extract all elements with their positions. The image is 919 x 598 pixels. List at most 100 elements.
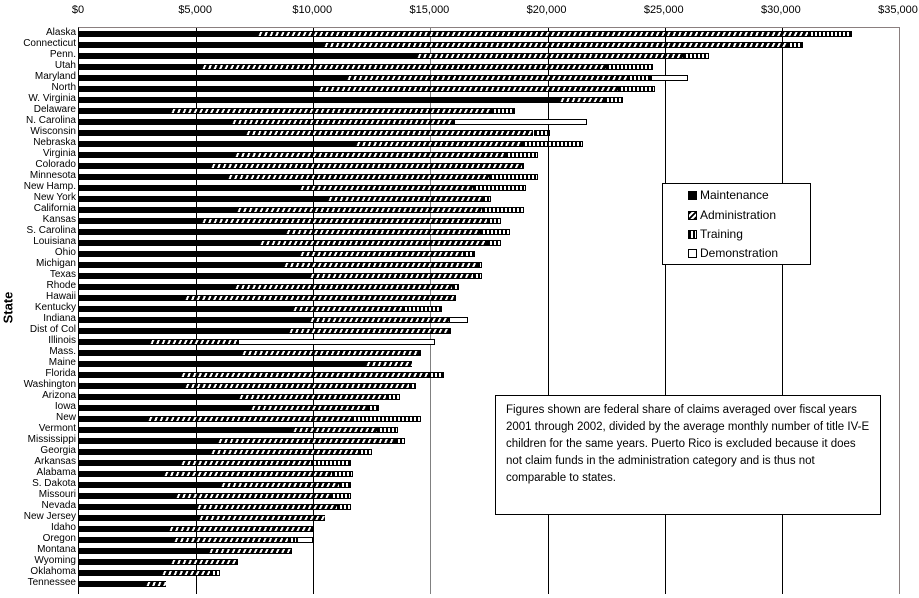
state-label: North (51, 82, 76, 93)
bar-segment-administration (285, 229, 480, 235)
bar-segment-maintenance (79, 163, 211, 169)
bar-segment-administration (299, 185, 473, 191)
state-label: Oklahoma (30, 566, 76, 577)
state-label: Montana (37, 544, 76, 555)
bar-segment-administration (200, 64, 607, 70)
bar-segment-training (533, 130, 550, 136)
x-tick-label: $10,000 (292, 4, 333, 16)
state-label: Colorado (35, 159, 76, 170)
bar-segment-administration (245, 130, 534, 136)
bar-segment-training (491, 108, 515, 114)
bar-segment-training (339, 482, 351, 488)
maintenance-swatch-icon (688, 190, 697, 200)
x-tick-label: $30,000 (760, 4, 801, 16)
bar-segment-maintenance (79, 504, 197, 510)
bar-segment-maintenance (79, 251, 300, 257)
bar-segment-maintenance (79, 339, 150, 345)
bar-segment-maintenance (79, 394, 239, 400)
legend: Maintenance Administration Training Demo… (662, 183, 811, 265)
chart-note: Figures shown are federal share of claim… (495, 395, 881, 515)
bar-segment-maintenance (79, 570, 161, 576)
bar-segment-training (350, 416, 422, 422)
bar-segment-administration (327, 196, 482, 202)
bar-segment-administration (238, 394, 386, 400)
bar-segment-maintenance (79, 185, 300, 191)
bar-segment-maintenance (79, 460, 180, 466)
bar-segment-demonstration (449, 317, 468, 323)
bar-segment-training (287, 537, 297, 543)
bar-segment-administration (235, 207, 482, 213)
bar-segment-maintenance (79, 515, 199, 521)
bar-segment-training (486, 240, 501, 246)
state-label: Iowa (54, 401, 76, 412)
bar-segment-training (521, 141, 583, 147)
state-label: Alaska (45, 27, 76, 38)
bar-segment-administration (200, 218, 487, 224)
bar-segment-demonstration (453, 119, 588, 125)
state-label: Rhode (46, 280, 76, 291)
bar-segment-administration (196, 504, 337, 510)
bar-segment-training (463, 251, 475, 257)
bar-segment-training (329, 493, 351, 499)
state-label: N. Carolina (25, 115, 76, 126)
bar-segment-administration (210, 163, 522, 169)
bar-segment-training (367, 405, 379, 411)
bar-segment-administration (308, 317, 450, 323)
bar-segment-maintenance (79, 438, 218, 444)
bar-segment-administration (317, 86, 618, 92)
bar-segment-administration (175, 493, 330, 499)
bar-segment-maintenance (79, 427, 293, 433)
bar-segment-administration (233, 152, 506, 158)
bar-segment-maintenance (79, 97, 560, 103)
bar-segment-administration (299, 251, 464, 257)
bar-segment-demonstration (238, 339, 436, 345)
state-label: New (55, 412, 76, 423)
state-label: Idaho (50, 522, 76, 533)
state-label: Connecticut (23, 38, 76, 49)
state-label: Florida (45, 368, 76, 379)
bar-segment-training (451, 119, 454, 125)
bar-segment-maintenance (79, 240, 260, 246)
bar-segment-training (336, 504, 351, 510)
bar-segment-maintenance (79, 141, 356, 147)
bar-segment-maintenance (79, 207, 236, 213)
bar-segment-training (477, 262, 482, 268)
bar-segment-administration (198, 515, 325, 521)
state-label: W. Virginia (28, 93, 76, 104)
administration-swatch-icon (688, 210, 697, 220)
bar-segment-training (472, 273, 482, 279)
bar-segment-maintenance (79, 262, 283, 268)
bar-segment-administration (226, 174, 489, 180)
bar-segment-maintenance (79, 42, 323, 48)
bar-segment-maintenance (79, 75, 347, 81)
bar-segment-maintenance (79, 284, 234, 290)
bar-segment-training (310, 460, 351, 466)
bar-segment-demonstration (296, 537, 314, 543)
bar-segment-training (472, 185, 527, 191)
state-label: Ohio (54, 247, 76, 258)
state-label: New York (33, 192, 76, 203)
bar-segment-training (409, 383, 417, 389)
bar-segment-administration (250, 405, 368, 411)
bar-segment-administration (144, 581, 166, 587)
bar-segment-training (385, 394, 400, 400)
state-label: Illinois (48, 335, 76, 346)
bar-segment-training (479, 229, 511, 235)
bar-segment-administration (559, 97, 604, 103)
bar-segment-training (617, 86, 656, 92)
demonstration-swatch-icon (688, 248, 697, 258)
bar-segment-training (357, 449, 372, 455)
bar-segment-training (453, 295, 457, 301)
bar-segment-maintenance (79, 537, 173, 543)
bar-segment-maintenance (79, 273, 309, 279)
bar-segment-administration (257, 31, 808, 37)
bar-segment-maintenance (79, 174, 227, 180)
bar-segment-administration (163, 471, 332, 477)
bar-segment-maintenance (79, 361, 365, 367)
state-label: Mass. (49, 346, 76, 357)
bar-segment-administration (308, 273, 473, 279)
state-label: Nevada (41, 500, 76, 511)
bar-segment-administration (292, 427, 377, 433)
bar-segment-administration (149, 339, 239, 345)
state-label: Louisiana (33, 236, 76, 247)
